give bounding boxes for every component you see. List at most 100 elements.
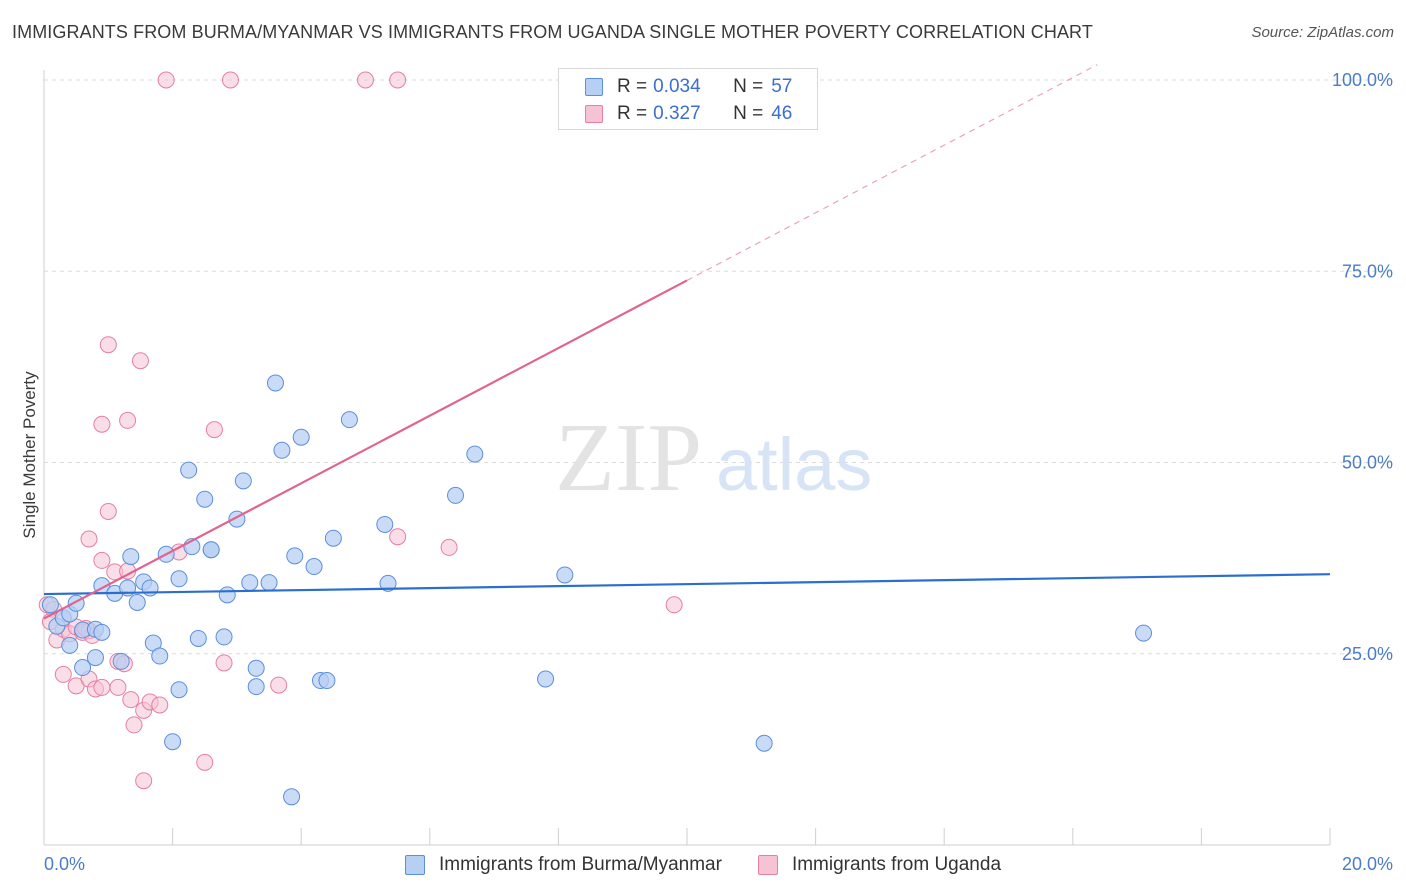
burma-point	[218, 586, 236, 604]
legend-item-burma[interactable]: Immigrants from Burma/Myanmar	[404, 854, 722, 876]
uganda-point	[221, 71, 239, 89]
uganda-point	[196, 753, 214, 771]
burma-point	[266, 374, 284, 392]
burma-point	[247, 659, 265, 677]
burma-point	[93, 623, 111, 641]
uganda-point	[93, 551, 111, 569]
uganda-point	[80, 530, 98, 548]
x-tick-label: 20.0%	[1342, 854, 1393, 874]
correlation-legend: R = 0.034 N = 57 R = 0.327 N = 46	[558, 68, 818, 130]
uganda-point	[270, 676, 288, 694]
legend-item-label: Immigrants from Uganda	[791, 854, 1002, 875]
series-legend: Immigrants from Burma/Myanmar Immigrants…	[0, 852, 1406, 878]
legend-n-value: 46	[771, 103, 793, 124]
y-tick-label: 25.0%	[1342, 644, 1393, 664]
legend-item-label: Immigrants from Burma/Myanmar	[438, 854, 722, 875]
legend-swatch-blue	[585, 78, 603, 96]
uganda-point	[135, 772, 153, 790]
burma-point	[164, 733, 182, 751]
burma-point	[61, 636, 79, 654]
burma-point	[286, 547, 304, 565]
burma-point	[537, 670, 555, 688]
uganda-point	[357, 71, 374, 89]
burma-point	[215, 628, 233, 646]
burma-point	[466, 445, 484, 463]
burma-point	[324, 529, 342, 547]
y-tick-label: 75.0%	[1342, 261, 1393, 281]
legend-swatch-pink	[757, 855, 778, 875]
burma-point	[318, 672, 336, 690]
burma-point	[247, 678, 265, 696]
tick-labels: 25.0% 50.0% 75.0% 100.0% 0.0% 20.0%	[44, 70, 1393, 874]
burma-point	[189, 629, 207, 647]
watermark: ZIP atlas	[555, 404, 872, 512]
legend-r-label: R =	[617, 76, 648, 97]
uganda-point	[122, 691, 140, 709]
legend-row-burma: R = 0.034 N = 57	[585, 74, 792, 100]
uganda-point	[205, 421, 223, 439]
legend-swatch-pink	[585, 105, 603, 123]
trendline-pink	[43, 279, 688, 620]
uganda-point	[119, 411, 137, 429]
burma-point	[447, 486, 465, 504]
burma-point	[755, 734, 773, 752]
uganda-point	[665, 596, 683, 614]
uganda-point	[109, 678, 127, 696]
uganda-point	[125, 716, 143, 734]
burma-point	[170, 681, 188, 699]
watermark-zip: ZIP	[555, 404, 702, 512]
burma-point	[122, 548, 140, 566]
gridlines	[44, 79, 1395, 655]
burma-point	[556, 566, 574, 584]
legend-r-value: 0.034	[653, 76, 701, 97]
uganda-point	[99, 336, 117, 354]
burma-point	[376, 515, 394, 533]
legend-r-value: 0.327	[653, 103, 701, 124]
uganda-point	[93, 415, 111, 433]
uganda-point	[389, 528, 407, 546]
source-label: Source: ZipAtlas.com	[1251, 24, 1394, 41]
legend-r-label: R =	[617, 103, 648, 124]
burma-point	[112, 652, 130, 670]
legend-item-uganda[interactable]: Immigrants from Uganda	[757, 854, 1002, 876]
legend-n-label: N =	[733, 76, 764, 97]
legend-n-value: 57	[771, 76, 793, 97]
uganda-point	[157, 71, 175, 89]
y-tick-label: 100.0%	[1332, 70, 1393, 90]
burma-point	[340, 411, 358, 429]
uganda-point	[99, 502, 117, 520]
axes	[43, 70, 1331, 846]
burma-point	[151, 647, 169, 665]
burma-point	[180, 461, 198, 479]
uganda-point	[440, 538, 458, 556]
burma-point	[283, 788, 301, 806]
y-tick-label: 50.0%	[1342, 453, 1393, 473]
burma-point	[202, 541, 220, 559]
watermark-atlas: atlas	[716, 423, 872, 506]
uganda-point	[131, 352, 149, 370]
uganda-point	[93, 678, 111, 696]
uganda-point	[215, 654, 233, 672]
burma-point	[260, 574, 278, 592]
uganda-point	[54, 665, 72, 683]
burma-point	[86, 649, 104, 667]
trendline-blue	[43, 573, 1331, 596]
burma-point	[292, 428, 310, 446]
burma-point	[1135, 624, 1153, 642]
burma-point	[241, 574, 259, 592]
burma-point	[41, 596, 59, 614]
burma-point	[196, 490, 214, 508]
burma-point	[170, 570, 188, 588]
burma-point	[128, 593, 146, 611]
legend-row-uganda: R = 0.327 N = 46	[585, 101, 792, 127]
burma-point	[234, 472, 252, 490]
legend-swatch-blue	[404, 855, 425, 875]
trendline-pink-extension	[686, 64, 1098, 281]
burma-point	[273, 441, 291, 459]
uganda-point	[389, 71, 407, 89]
burma-point	[305, 558, 323, 576]
legend-n-label: N =	[733, 103, 764, 124]
burma-point	[74, 659, 92, 677]
uganda-point	[151, 696, 169, 714]
